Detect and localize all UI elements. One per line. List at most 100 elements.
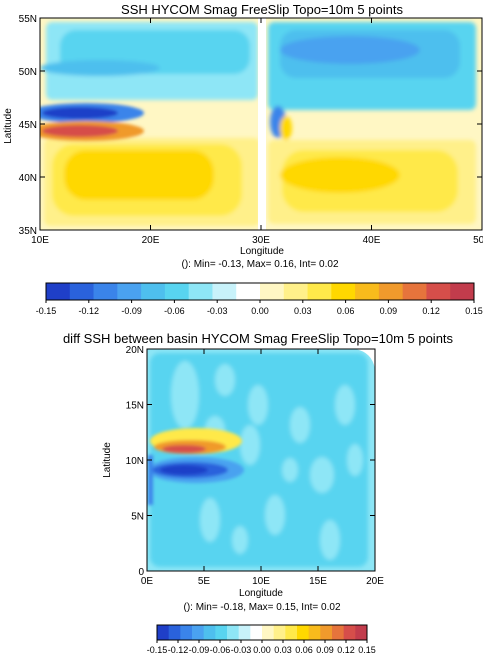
chart2-colorbar-swatch (238, 625, 251, 640)
chart1-colorbar-swatch (212, 283, 237, 300)
chart2-colorbar-swatch (273, 625, 286, 640)
chart2-region-light-3 (248, 385, 268, 425)
chart2-ytick-label: 15N (126, 401, 144, 412)
chart1-region-east-north-inner (280, 36, 420, 64)
chart2-colorbar-swatch (355, 625, 368, 640)
chart2-stats: (): Min= -0.18, Max= 0.15, Int= 0.02 (183, 602, 340, 613)
chart2-region-light-12 (265, 495, 285, 535)
chart1-colorbar-swatch (283, 283, 308, 300)
chart2-region-light-9 (335, 385, 355, 425)
chart2-colorbar-swatch (227, 625, 240, 640)
chart2-colorbar-label: -0.12 (168, 645, 189, 655)
chart1-colorbar-label: -0.15 (36, 306, 57, 316)
chart1-colorbar-label: 0.06 (337, 306, 355, 316)
chart1-colorbar-swatch (355, 283, 380, 300)
chart2-colorbar-label: 0.03 (274, 645, 292, 655)
chart2-ytick-label: 5N (131, 512, 144, 523)
chart1-jet-west-blue-core (42, 107, 118, 119)
chart2-xtick-label: 5E (198, 576, 211, 587)
chart1-colorbar-label: -0.09 (121, 306, 142, 316)
chart1-ytick-label: 55N (19, 14, 37, 25)
chart2-colorbar-label: -0.09 (189, 645, 210, 655)
chart1-colorbar-swatch (93, 283, 118, 300)
chart2-ylabel: Latitude (102, 442, 113, 478)
chart1-plot-area (40, 18, 482, 230)
chart1-colorbar-swatch (164, 283, 190, 300)
chart1-colorbar-label: 0.03 (294, 306, 312, 316)
chart1-colorbar-label: 0.09 (380, 306, 398, 316)
chart1-xtick-label: 30E (252, 235, 270, 246)
chart2-colorbar-swatch (308, 625, 321, 640)
chart2-colorbar-swatch (332, 625, 345, 640)
chart2-corner-white (355, 349, 375, 369)
chart1-colorbar-swatch (69, 283, 94, 300)
chart2-colorbar-swatch (250, 625, 263, 640)
chart1-colorbar-label: -0.03 (207, 306, 228, 316)
chart2-colorbar-label: -0.06 (210, 645, 231, 655)
chart2-colorbar-swatch (297, 625, 310, 640)
chart2-xtick-label: 0E (141, 576, 154, 587)
chart2-region-light-8 (290, 407, 310, 443)
chart2-region-light-5 (240, 425, 260, 465)
chart1-ytick-label: 40N (19, 173, 37, 184)
chart1-colorbar-swatch (141, 283, 166, 300)
chart1-colorbar-swatch (236, 283, 261, 300)
chart1-colorbar: -0.15 -0.12 -0.09 -0.06 -0.03 0.00 0.03 0.06 0.0… (36, 282, 483, 316)
chart2-xtick-label: 10E (252, 576, 270, 587)
chart2-colorbar-swatch (180, 625, 193, 640)
chart1-ytick-label: 35N (19, 226, 37, 237)
chart2-colorbar-swatch (285, 625, 298, 640)
chart1-colorbar-swatch (188, 283, 213, 300)
chart2-ytick-label: 10N (126, 456, 144, 467)
chart2-region-light-13 (320, 520, 340, 560)
chart2-title: diff SSH between basin HYCOM Smag FreeSl… (63, 331, 454, 346)
chart2-colorbar-label: -0.15 (147, 645, 168, 655)
chart1-colorbar-swatch (117, 283, 142, 300)
chart2-colorbar-swatch (215, 625, 228, 640)
chart2-colorbar-label: 0.09 (316, 645, 334, 655)
chart2-region-light-7 (310, 457, 334, 493)
chart1-colorbar-swatch (426, 283, 451, 300)
chart2-region-light-6 (282, 458, 298, 482)
chart1-xtick-label: 10E (31, 235, 49, 246)
chart2-plot-area (147, 349, 375, 571)
chart1-region-east-south-inner (280, 157, 400, 193)
chart1-colorbar-swatch (450, 283, 475, 300)
chart2-colorbar-label: 0.06 (295, 645, 313, 655)
chart2-wall-blue (148, 455, 153, 505)
chart2-colorbar-label: 0.00 (253, 645, 271, 655)
chart2-colorbar-label: -0.03 (231, 645, 252, 655)
chart2-ytick-label: 0 (138, 567, 144, 578)
chart1-title: SSH HYCOM Smag FreeSlip Topo=10m 5 point… (121, 2, 403, 17)
chart1-xtick-label: 50E (473, 235, 483, 246)
chart2-xtick-label: 15E (309, 576, 327, 587)
chart1-jet-east-yellow (280, 116, 292, 140)
chart1-colorbar-swatch (402, 283, 427, 300)
chart1-ytick-label: 45N (19, 120, 37, 131)
chart2-xtick-label: 20E (366, 576, 384, 587)
chart2-colorbar: -0.15 -0.12 -0.09 -0.06 -0.03 0.00 0.03 0.06 0.0… (147, 624, 376, 655)
chart2-jet-red (162, 445, 206, 453)
chart1-colorbar-swatch (46, 283, 71, 300)
chart2-colorbar-swatch (192, 625, 205, 640)
chart2-ytick-label: 20N (126, 345, 144, 356)
chart1-colorbar-label: 0.15 (465, 306, 483, 316)
chart2-colorbar-swatch (157, 625, 170, 640)
chart2-colorbar-swatch (320, 625, 333, 640)
chart2-region-light-14 (347, 444, 363, 476)
chart2-region-light-10 (200, 498, 220, 542)
chart1-ytick-label: 50N (19, 67, 37, 78)
chart1-colorbar-label: -0.06 (164, 306, 185, 316)
chart1-xtick-label: 40E (363, 235, 381, 246)
chart2-region-light-2 (215, 364, 235, 396)
chart2-colorbar-label: 0.15 (358, 645, 376, 655)
chart1-xlabel: Longitude (240, 246, 284, 257)
chart1-ylabel: Latitude (3, 108, 14, 144)
chart1-colorbar-label: 0.12 (422, 306, 440, 316)
chart1-divide (258, 18, 266, 230)
chart2-colorbar-swatch (168, 625, 181, 640)
chart2-colorbar-swatch (203, 625, 216, 640)
chart1-colorbar-swatch (260, 283, 285, 300)
chart1-stats: (): Min= -0.13, Max= 0.16, Int= 0.02 (181, 259, 338, 270)
